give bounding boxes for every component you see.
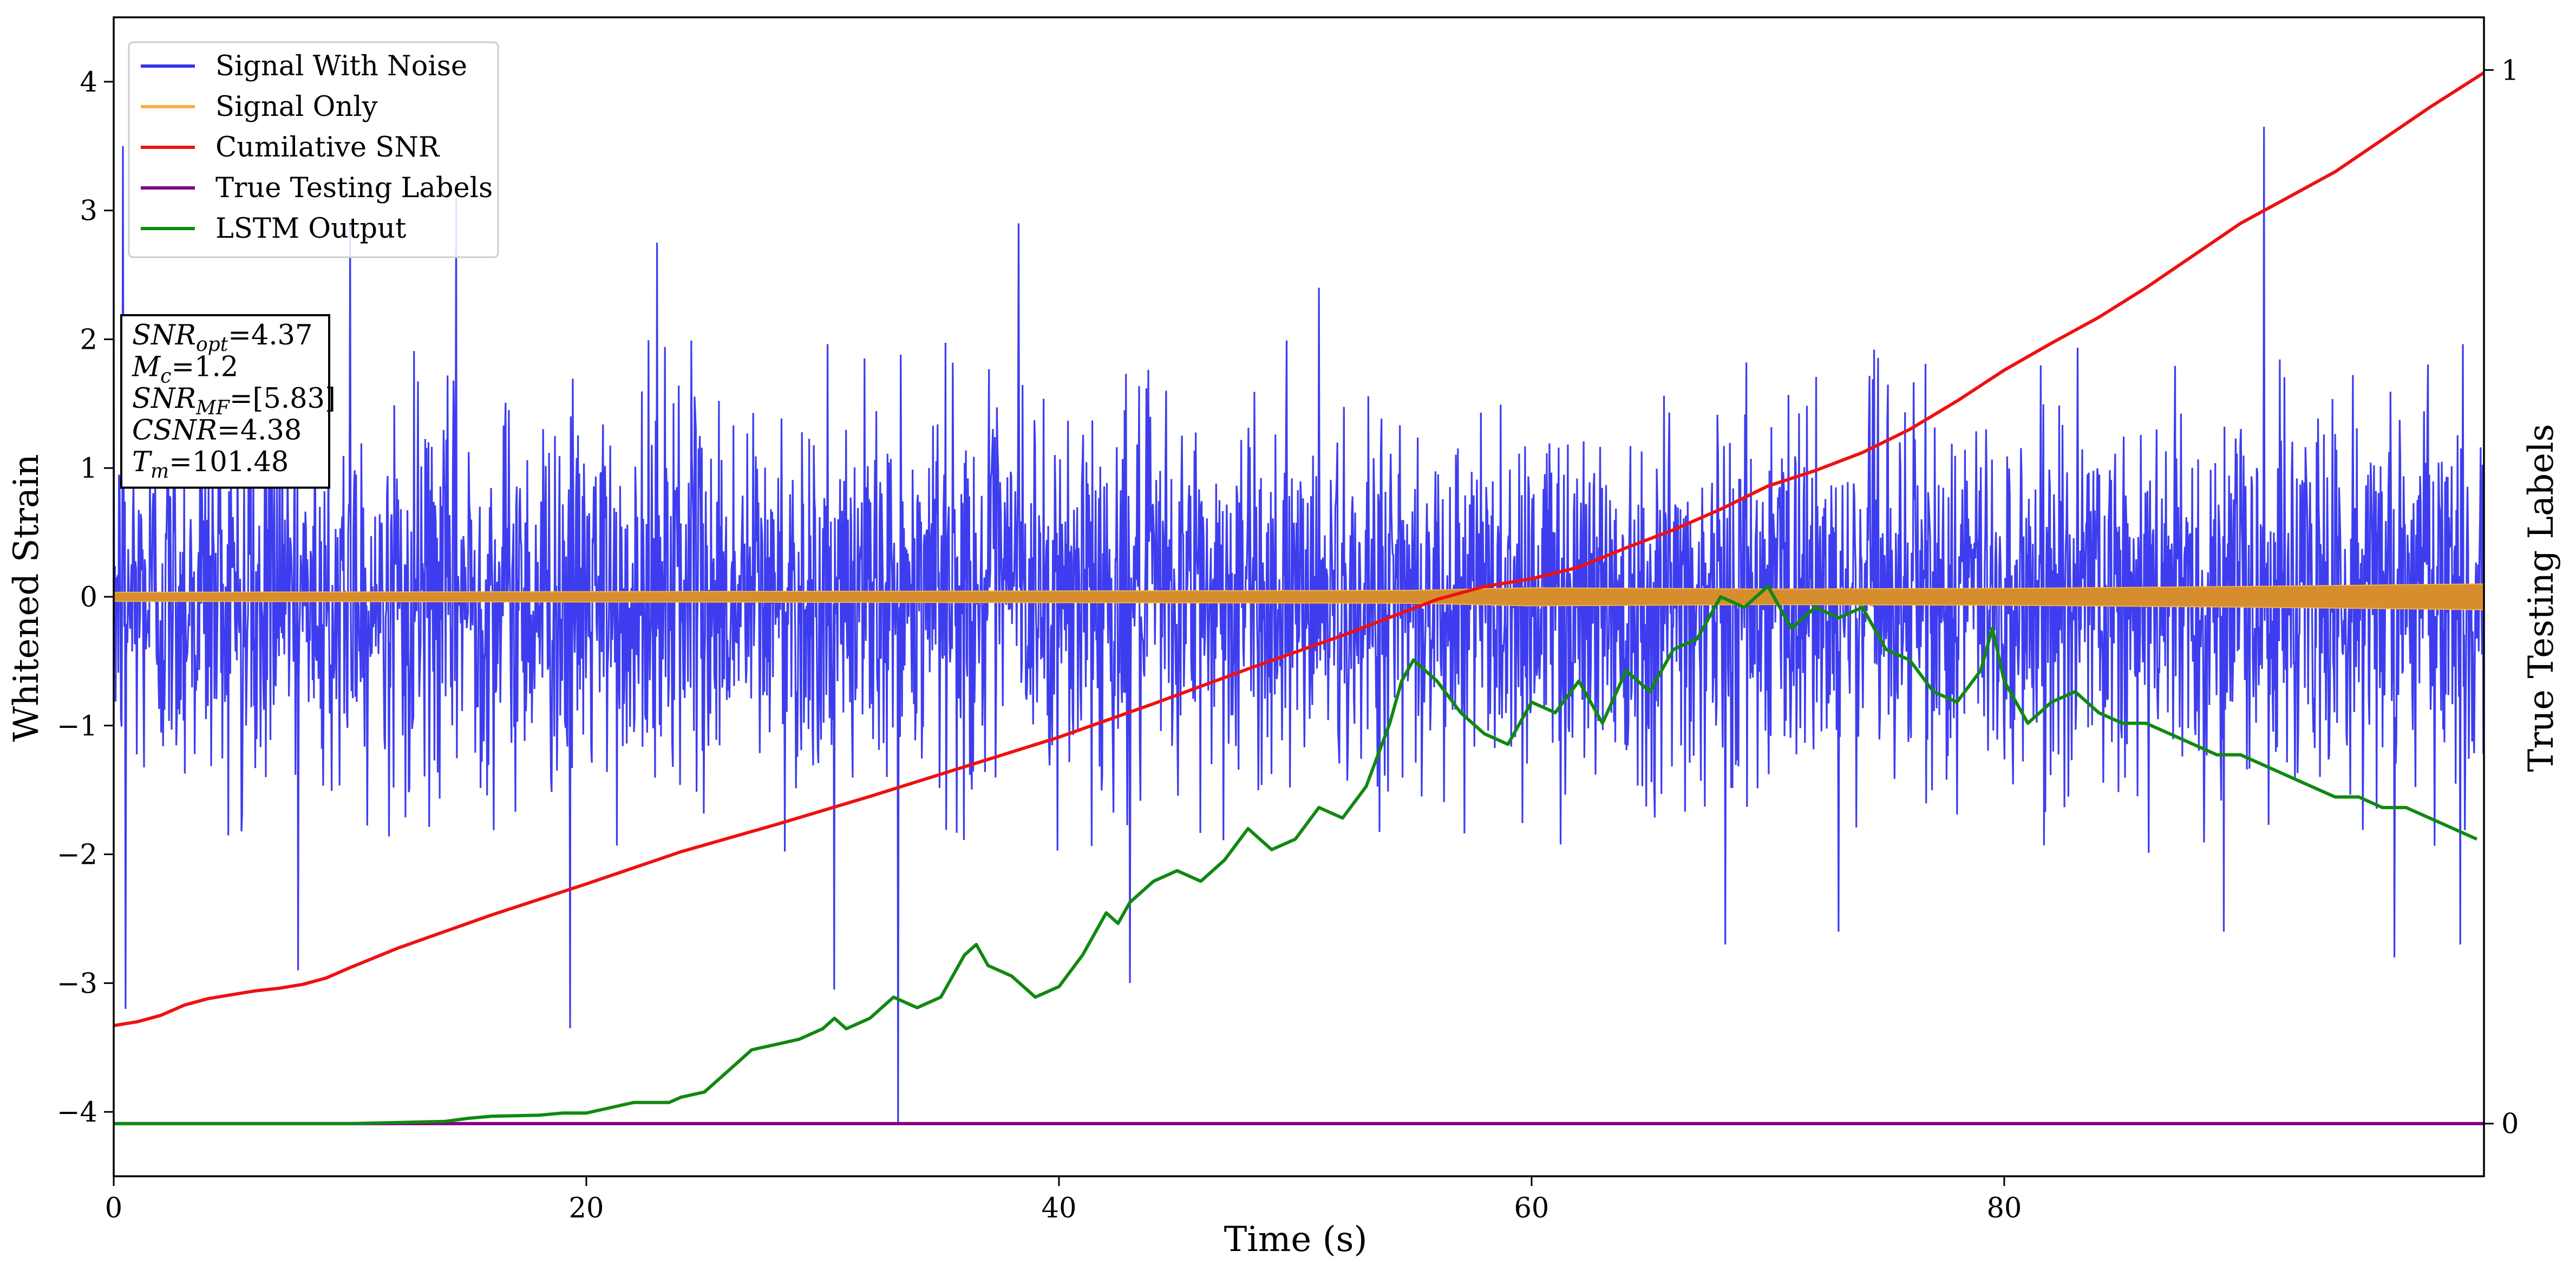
legend-label: True Testing Labels [215, 172, 493, 204]
parameter-subscript: c [160, 366, 171, 388]
legend-label: Signal With Noise [215, 50, 467, 82]
parameter-value: =1.2 [171, 351, 238, 383]
parameter-subscript: opt [196, 334, 228, 356]
y-tick-label: 1 [80, 453, 97, 485]
parameter-symbol: SNR [132, 320, 196, 351]
series-cumilative-snr [114, 71, 2484, 1027]
parameter-line: SNRopt=4.37 [132, 320, 312, 356]
series-lstm-output [114, 584, 2478, 1125]
series-signal-only [114, 583, 2484, 610]
parameters-frame [120, 314, 330, 489]
right-tick-label: 0 [2501, 1109, 2519, 1141]
y-tick-label: 2 [80, 324, 97, 356]
legend-box [128, 41, 499, 258]
parameter-value: =[5.83] [230, 383, 336, 415]
y-tick-label: 0 [80, 582, 97, 614]
x-axis-title: Time (s) [1224, 1220, 1368, 1260]
y-tick-label: −3 [57, 968, 97, 1000]
x-tick-label: 40 [1042, 1193, 1077, 1224]
y-tick-label: −1 [57, 711, 97, 742]
y-tick-label: 4 [80, 67, 97, 99]
parameter-symbol: M [132, 351, 161, 383]
parameter-value: =4.38 [217, 415, 302, 447]
parameter-symbol: T [132, 446, 153, 478]
x-tick-label: 80 [1986, 1193, 2022, 1224]
parameter-subscript: m [151, 460, 169, 483]
parameter-value: =4.37 [228, 320, 312, 351]
y-tick-label: 3 [80, 196, 97, 227]
y-tick-label: −4 [57, 1097, 97, 1129]
parameter-symbol: SNR [132, 383, 196, 415]
parameter-value: =101.48 [169, 446, 289, 478]
parameters-box: SNRopt=4.37Mc=1.2SNRMF=[5.83]CSNR=4.38Tm… [120, 314, 336, 489]
parameter-line: Mc=1.2 [132, 351, 238, 388]
x-tick-label: 0 [105, 1193, 122, 1224]
y-axis-title: Whitened Strain [6, 454, 47, 741]
legend-label: LSTM Output [215, 213, 407, 245]
right-axis-title: True Testing Labels [2521, 424, 2561, 772]
y-tick-label: −2 [57, 839, 97, 871]
series-signal-with-noise [114, 127, 2484, 1125]
right-tick-label: 1 [2501, 55, 2519, 87]
legend-label: Cumilative SNR [215, 132, 440, 164]
parameter-symbol: CSNR [132, 415, 217, 447]
legend: Signal With Noise Signal Only Cumilative S… [128, 41, 499, 258]
parameter-subscript: MF [195, 397, 231, 419]
parameter-line: Tm=101.48 [132, 446, 289, 483]
parameter-line: SNRMF=[5.83] [132, 383, 336, 419]
x-tick-label: 60 [1514, 1193, 1549, 1224]
x-tick-label: 20 [569, 1193, 604, 1224]
legend-label: Signal Only [215, 91, 378, 123]
parameter-line: CSNR=4.38 [132, 415, 302, 447]
